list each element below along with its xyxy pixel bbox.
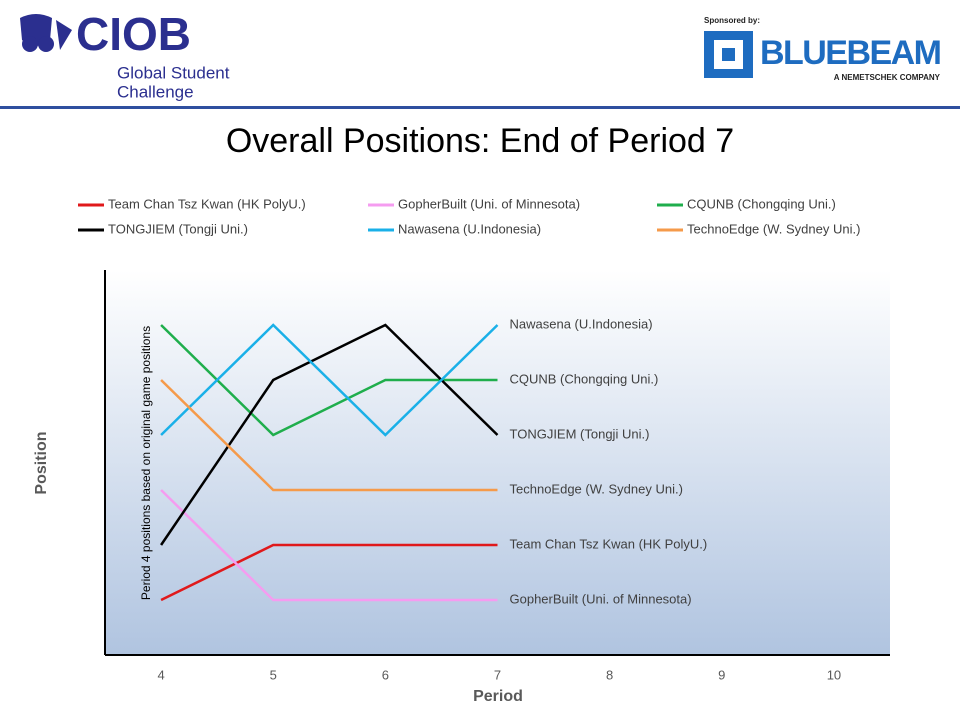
- x-tick-label: 10: [827, 667, 841, 682]
- series-line: [160, 489, 498, 602]
- legend-label: GopherBuilt (Uni. of Minnesota): [398, 196, 580, 211]
- x-tick-label: 4: [157, 667, 164, 682]
- tagline: Global Student: [117, 63, 230, 82]
- header-rule: [0, 106, 960, 109]
- legend-label: TONGJIEM (Tongji Uni.): [108, 221, 248, 236]
- legend-label: Nawasena (U.Indonesia): [398, 221, 541, 236]
- end-label: GopherBuilt (Uni. of Minnesota): [510, 591, 692, 606]
- sponsor-sub: A NEMETSCHEK COMPANY: [834, 73, 941, 82]
- legend-label: TechnoEdge (W. Sydney Uni.): [687, 221, 860, 236]
- logo: CIOB: [76, 8, 191, 60]
- annotation: Period 4 positions based on original gam…: [139, 326, 153, 600]
- legend-label: CQUNB (Chongqing Uni.): [687, 196, 836, 211]
- x-tick-label: 8: [606, 667, 613, 682]
- series-line: [160, 323, 499, 437]
- sponsor: BLUEBEAM: [760, 34, 942, 72]
- end-label: TONGJIEM (Tongji Uni.): [510, 426, 650, 441]
- end-label: TechnoEdge (W. Sydney Uni.): [510, 481, 683, 496]
- series-line: [160, 379, 498, 492]
- sponsor-label: Sponsored by:: [704, 16, 760, 25]
- x-tick-label: 5: [270, 667, 277, 682]
- plot-area: [105, 270, 890, 655]
- end-label: CQUNB (Chongqing Uni.): [510, 371, 659, 386]
- y-axis-label: Position: [33, 431, 50, 494]
- series-line: [160, 543, 498, 602]
- ciob-crest: [20, 14, 72, 52]
- tagline: Challenge: [117, 82, 194, 101]
- bluebeam-icon: [704, 31, 753, 78]
- legend-label: Team Chan Tsz Kwan (HK PolyU.): [108, 196, 306, 211]
- x-tick-label: 9: [718, 667, 725, 682]
- x-tick-label: 6: [382, 667, 389, 682]
- end-label: Nawasena (U.Indonesia): [510, 316, 653, 331]
- chart-title: Overall Positions: End of Period 7: [226, 122, 734, 160]
- x-tick-label: 7: [494, 667, 501, 682]
- x-axis-label: Period: [473, 688, 523, 705]
- end-label: Team Chan Tsz Kwan (HK PolyU.): [510, 536, 708, 551]
